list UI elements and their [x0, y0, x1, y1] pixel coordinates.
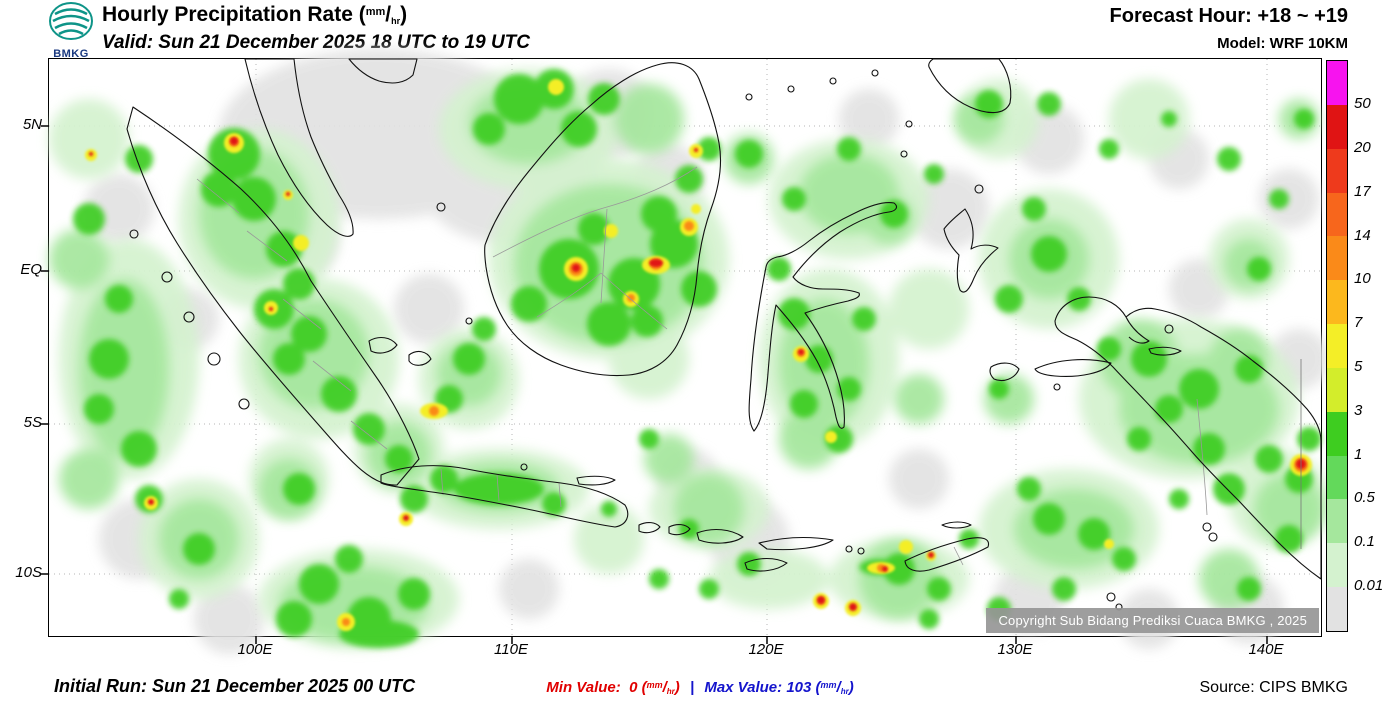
page-title: Hourly Precipitation Rate (mm/hr): [102, 3, 408, 26]
initial-run-label: Initial Run: Sun 21 December 2025 00 UTC: [54, 676, 416, 696]
legend-tick-0-1: 0.1: [1354, 533, 1375, 550]
coastline-sulawesi: [748, 202, 898, 432]
legend-tick-10: 10: [1354, 270, 1371, 287]
legend-tick-0-5: 0.5: [1354, 489, 1375, 506]
min-value: 0: [629, 679, 638, 696]
lon-label-140e: 140E: [1248, 641, 1284, 658]
max-value-label: Max Value:: [704, 679, 783, 696]
coastlines: [126, 58, 1322, 611]
legend-segment: [1327, 61, 1347, 105]
coastline-sumatra: [126, 106, 420, 486]
precip-green-layer: [73, 69, 1321, 648]
legend-tick-5: 5: [1354, 358, 1363, 375]
legend-tick-14: 14: [1354, 227, 1371, 244]
lon-label-120e: 120E: [748, 641, 784, 658]
source-label: Source: CIPS BMKG: [1199, 679, 1349, 696]
title-block: Hourly Precipitation Rate (mm/hr) Valid:…: [102, 3, 530, 54]
min-value-label: Min Value:: [546, 679, 621, 696]
legend-tick-50: 50: [1354, 95, 1371, 112]
precipitation-color-scale: [1326, 60, 1348, 632]
unit-mm-per-hr: (mm/hr): [641, 679, 680, 696]
lon-label-110e: 110E: [494, 641, 528, 658]
max-value: 103: [786, 679, 812, 696]
legend-segment: [1327, 455, 1347, 500]
valid-time-label: Valid: Sun 21 December 2025 18 UTC to 19…: [102, 32, 531, 53]
coastline-halmahera: [943, 208, 999, 293]
lon-label-100e: 100E: [237, 641, 273, 658]
coastline-malay-peninsula: [244, 58, 418, 237]
coastline-mindanao: [928, 58, 1012, 114]
legend-segment: [1327, 236, 1347, 281]
separator: |: [689, 679, 695, 696]
legend-tick-7: 7: [1354, 314, 1363, 331]
coastline-seram-buru: [989, 359, 1112, 382]
admin-boundaries: [196, 166, 1302, 566]
legend-tick-0-01: 0.01: [1354, 577, 1384, 594]
lon-label-130e: 130E: [997, 641, 1033, 658]
coastline-papua: [1054, 296, 1322, 580]
forecast-hour-label: Forecast Hour: +18 ~ +19: [1109, 5, 1348, 27]
coastline-bangka-belitung: [368, 336, 432, 366]
lat-label-5n: 5N: [22, 116, 42, 133]
model-label: Model: WRF 10KM: [1217, 35, 1348, 52]
legend-segment: [1327, 411, 1347, 456]
min-value-group: Min Value: 0 (mm/hr): [546, 679, 684, 696]
legend-segment: [1327, 192, 1347, 237]
legend-segment: [1327, 148, 1347, 193]
map-frame: Copyright Sub Bidang Prediksi Cuaca BMKG…: [41, 49, 1329, 654]
legend-segment: [1327, 280, 1347, 325]
legend-tick-20: 20: [1354, 139, 1371, 156]
bmkg-logo: BMKG: [46, 2, 96, 60]
lat-label-5s: 5S: [23, 414, 42, 431]
legend-tick-1: 1: [1354, 446, 1363, 463]
legend-tick-3: 3: [1354, 402, 1363, 419]
axis-ticks: [41, 125, 1268, 644]
precip-red-layer: [89, 137, 1306, 611]
coastline-lesser-sunda: [638, 521, 990, 572]
copyright-notice: Copyright Sub Bidang Prediksi Cuaca BMKG…: [986, 608, 1319, 633]
legend-tick-17: 17: [1354, 183, 1371, 200]
min-max-values: Min Value: 0 (mm/hr) | Max Value: 103 (m…: [0, 679, 1400, 696]
legend-segment: [1327, 104, 1347, 149]
bmkg-logo-text: BMKG: [53, 48, 89, 60]
indonesia-precipitation-map: [41, 49, 1329, 654]
bmkg-logo-icon: [49, 2, 93, 40]
max-value-group: Max Value: 103 (mm/hr): [704, 679, 853, 696]
legend-segment: [1327, 543, 1347, 588]
legend-segment: [1327, 499, 1347, 544]
legend-segment: [1327, 587, 1347, 631]
unit-mm-per-hr: (mm/hr): [358, 3, 408, 26]
lat-label-eq: EQ: [20, 261, 42, 278]
coastline-java: [380, 465, 629, 528]
unit-mm-per-hr: (mm/hr): [815, 679, 854, 696]
lat-label-10s: 10S: [15, 564, 42, 581]
legend-segment: [1327, 324, 1347, 368]
small-islands: [129, 69, 1218, 611]
coastline-borneo: [484, 62, 722, 377]
legend-segment: [1327, 367, 1347, 412]
